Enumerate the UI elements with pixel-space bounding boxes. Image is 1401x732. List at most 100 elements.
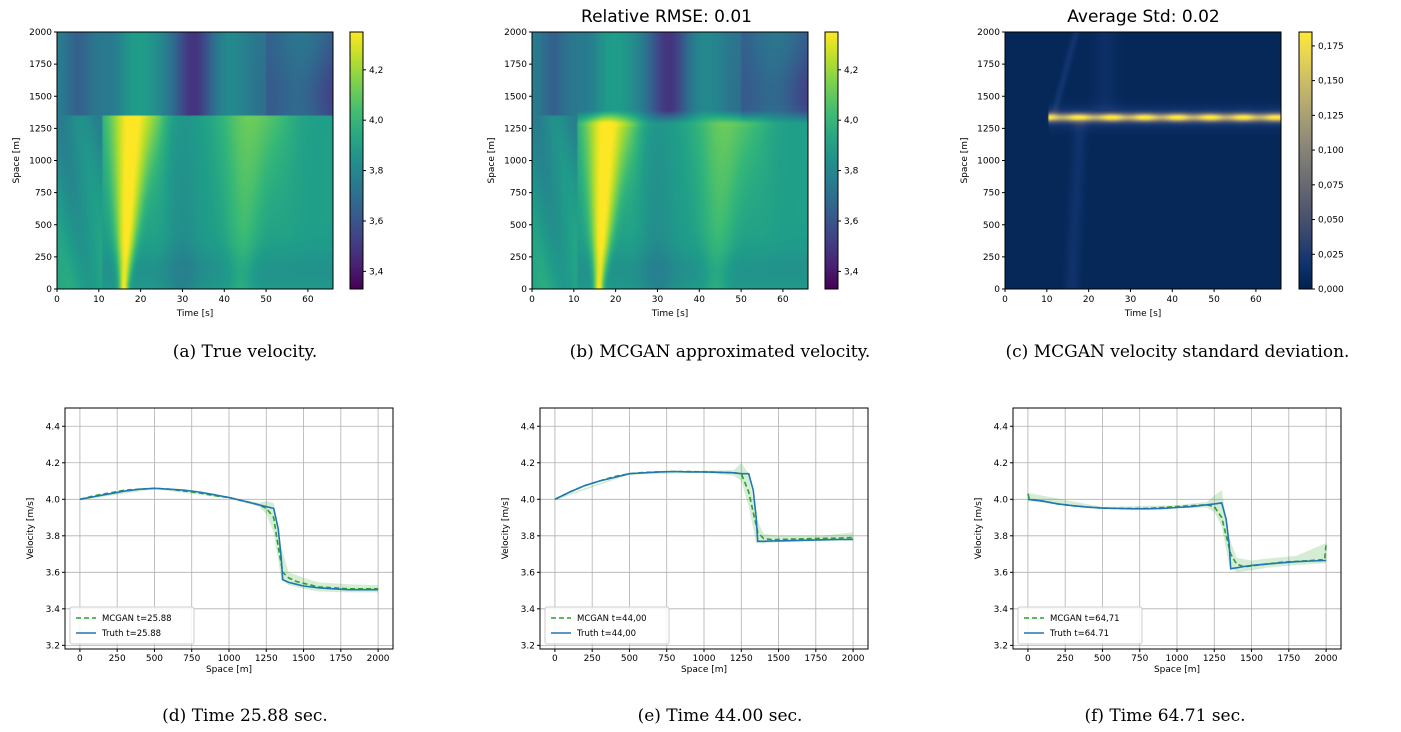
colorbar xyxy=(824,31,839,290)
caption-a: (a) True velocity. xyxy=(172,342,318,362)
y-tick-label: 1750 xyxy=(977,60,1000,70)
y-axis-label: Space [m] xyxy=(12,137,22,183)
y-tick-label: 750 xyxy=(510,189,527,199)
y-tick-label: 3.6 xyxy=(521,568,536,578)
legend-box xyxy=(544,606,670,645)
colorbar-tick-label: 3,6 xyxy=(369,217,384,227)
heatmap-true-svg: 0 10 20 30 40 50 60 0 250 500 750 1000 1250 1500 1750 2… xyxy=(12,28,384,319)
y-axis-label: Space [m] xyxy=(487,137,497,183)
y-tick-label: 4.0 xyxy=(46,495,61,505)
x-tick-label: 250 xyxy=(109,654,126,664)
y-tick-label: 250 xyxy=(983,253,1000,263)
chart-title: Relative RMSE: 0.01 xyxy=(581,7,752,27)
legend-label: MCGAN t=25.88 xyxy=(102,614,172,624)
x-tick-label: 500 xyxy=(621,654,638,664)
y-tick-label: 3.4 xyxy=(46,605,61,615)
x-tick-label: 60 xyxy=(1250,295,1262,305)
series-line-truth xyxy=(554,470,854,543)
y-tick-label: 750 xyxy=(983,189,1000,199)
colorbar-tick-label: 3,4 xyxy=(844,267,859,277)
y-tick-label: 3.2 xyxy=(521,641,535,651)
colorbar-tick-label: 0,050 xyxy=(1318,216,1344,226)
x-tick-label: 0 xyxy=(77,654,83,664)
x-tick-label: 30 xyxy=(652,295,664,305)
colorbar-tick-label: 0,175 xyxy=(1318,42,1344,52)
colorbar-tick-label: 0,100 xyxy=(1318,146,1344,156)
x-tick-label: 40 xyxy=(694,295,706,305)
y-tick-label: 2000 xyxy=(977,28,1000,38)
y-tick-label: 250 xyxy=(35,253,52,263)
x-tick-label: 0 xyxy=(54,295,60,305)
x-tick-label: 750 xyxy=(183,654,200,664)
colorbar xyxy=(349,31,364,290)
legend-label: MCGAN t=44,00 xyxy=(577,614,647,624)
series-line-truth xyxy=(79,487,379,591)
y-tick-label: 1000 xyxy=(29,157,52,167)
colorbar-tick-label: 4,0 xyxy=(844,116,859,126)
y-tick-label: 3.8 xyxy=(994,532,1009,542)
y-axis-label: Space [m] xyxy=(960,137,970,183)
y-tick-label: 250 xyxy=(510,253,527,263)
legend-label: Truth t=64.71 xyxy=(1049,629,1109,639)
x-tick-label: 1500 xyxy=(292,654,315,664)
x-tick-label: 2000 xyxy=(842,654,865,664)
legend-label: Truth t=44,00 xyxy=(576,629,636,639)
x-tick-label: 30 xyxy=(1125,295,1137,305)
x-tick-label: 750 xyxy=(1131,654,1148,664)
colorbar xyxy=(1298,31,1313,290)
x-tick-label: 500 xyxy=(1094,654,1111,664)
chart-title: Average Std: 0.02 xyxy=(1067,7,1220,27)
heatmap-panel-std: Average Std: 0.02 0 10 20 30 40 50 60 0 250 500 75… xyxy=(948,0,1401,330)
heatmap-std-svg: 0 10 20 30 40 50 60 0 250 500 750 1000 1250 1500 1750 2… xyxy=(960,28,1344,319)
colorbar-tick-label: 3,4 xyxy=(369,267,384,277)
x-tick-label: 20 xyxy=(135,295,147,305)
x-tick-label: 750 xyxy=(658,654,675,664)
colorbar-tick-label: 0,000 xyxy=(1318,285,1344,295)
y-tick-label: 0 xyxy=(521,285,527,295)
y-tick-label: 4.2 xyxy=(994,459,1008,469)
colorbar-tick-label: 4,2 xyxy=(844,66,858,76)
x-tick-label: 60 xyxy=(777,295,789,305)
y-tick-label: 1750 xyxy=(29,60,52,70)
x-tick-label: 1250 xyxy=(255,654,278,664)
x-tick-label: 10 xyxy=(568,295,580,305)
x-tick-label: 1250 xyxy=(730,654,753,664)
colorbar-tick-label: 0,075 xyxy=(1318,181,1344,191)
y-tick-label: 4.0 xyxy=(994,495,1009,505)
x-tick-label: 1500 xyxy=(767,654,790,664)
y-tick-label: 1500 xyxy=(29,92,52,102)
y-tick-label: 3.6 xyxy=(994,568,1009,578)
x-tick-label: 40 xyxy=(219,295,231,305)
line-chart-d-svg: 0 250 500 750 1000 1250 1500 1750 2000 3.2 3.4 3.6 3… xyxy=(26,407,394,675)
y-tick-label: 500 xyxy=(35,221,52,231)
y-tick-label: 2000 xyxy=(29,28,52,38)
y-tick-label: 3.8 xyxy=(521,532,536,542)
x-tick-label: 50 xyxy=(260,295,272,305)
y-tick-label: 750 xyxy=(35,189,52,199)
x-tick-label: 1000 xyxy=(1166,654,1189,664)
y-tick-label: 3.2 xyxy=(994,641,1008,651)
x-tick-label: 1750 xyxy=(804,654,827,664)
legend-label: MCGAN t=64,71 xyxy=(1050,614,1120,624)
x-tick-label: 50 xyxy=(1208,295,1220,305)
x-axis-label: Space [m] xyxy=(1154,665,1200,675)
colorbar-tick-label: 4,2 xyxy=(369,66,383,76)
y-tick-label: 4.4 xyxy=(46,422,61,432)
x-tick-label: 500 xyxy=(146,654,163,664)
caption-d: (d) Time 25.88 sec. xyxy=(162,706,328,726)
colorbar-tick-label: 0,125 xyxy=(1318,111,1344,121)
x-tick-label: 30 xyxy=(177,295,189,305)
y-tick-label: 4.4 xyxy=(994,422,1009,432)
x-tick-label: 1500 xyxy=(1240,654,1263,664)
y-tick-label: 4.2 xyxy=(521,459,535,469)
y-tick-label: 1250 xyxy=(504,124,527,134)
line-panel-e: 0 250 500 750 1000 1250 1500 1750 2000 3.2 3.4 3.6 3… xyxy=(475,395,945,690)
x-axis-label: Space [m] xyxy=(681,665,727,675)
caption-c: (c) MCGAN velocity standard deviation. xyxy=(1005,342,1350,362)
x-axis-label: Time [s] xyxy=(176,309,214,319)
y-tick-label: 1500 xyxy=(504,92,527,102)
y-tick-label: 1750 xyxy=(504,60,527,70)
series-line-truth xyxy=(1027,498,1327,570)
caption-e: (e) Time 44.00 sec. xyxy=(637,706,803,726)
x-axis-label: Time [s] xyxy=(651,309,689,319)
